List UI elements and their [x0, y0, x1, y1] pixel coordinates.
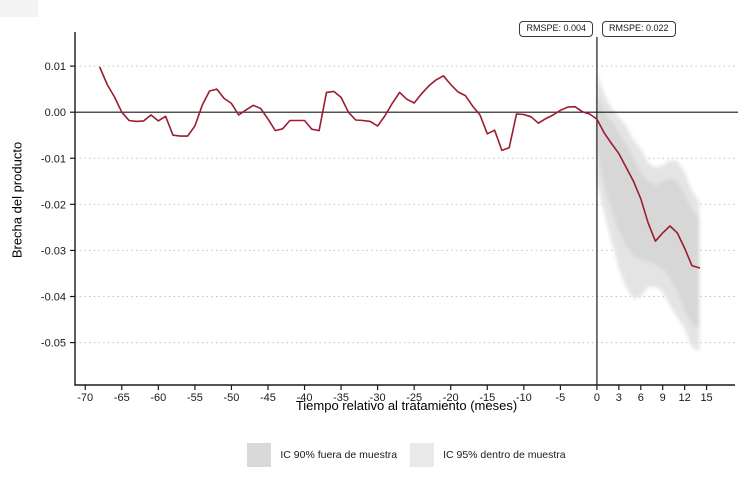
rmspe-post-treatment-badge: RMSPE: 0.022: [602, 21, 676, 37]
screenshot-corner-artifact: [0, 0, 38, 17]
legend-item-ic95: IC 95% dentro de muestra: [410, 443, 566, 467]
x-tick-label: -20: [443, 392, 459, 404]
x-tick-label: 6: [638, 392, 644, 404]
x-tick-label: 12: [679, 392, 691, 404]
y-tick-label: -0.04: [41, 292, 66, 304]
y-tick-label: -0.03: [41, 245, 66, 257]
legend-label-ic95: IC 95% dentro de muestra: [443, 449, 566, 461]
ic90-swatch: [247, 443, 272, 467]
y-tick-label: 0.01: [45, 61, 66, 73]
x-tick-label: -10: [516, 392, 532, 404]
x-tick-label: -65: [114, 392, 130, 404]
y-tick-label: 0.00: [45, 107, 66, 119]
x-tick-label: -50: [223, 392, 239, 404]
x-tick-label: -60: [150, 392, 166, 404]
x-axis-title: Tiempo relativo al tratamiento (meses): [295, 398, 518, 413]
x-tick-label: 15: [700, 392, 712, 404]
x-tick-label: -25: [406, 392, 422, 404]
y-axis-title: Brecha del producto: [9, 141, 25, 259]
series-line: [99, 66, 701, 269]
x-tick-label: -30: [370, 392, 386, 404]
x-tick-label: 3: [616, 392, 622, 404]
ci-band-90: [596, 93, 700, 329]
legend: IC 90% fuera de muestra IC 95% dentro de…: [75, 443, 738, 467]
x-tick-label: -40: [297, 392, 313, 404]
x-tick-label: -55: [187, 392, 203, 404]
x-tick-label: -15: [479, 392, 495, 404]
x-tick-label: -70: [77, 392, 93, 404]
rmspe-pre-treatment-badge: RMSPE: 0.004: [519, 21, 593, 37]
confidence-bands: [596, 73, 700, 352]
ic95-swatch: [410, 443, 435, 467]
y-tick-label: -0.02: [41, 199, 66, 211]
y-tick-label: -0.05: [41, 338, 66, 350]
x-tick-label: 0: [594, 392, 600, 404]
x-tick-label: -35: [333, 392, 349, 404]
x-tick-label: 9: [660, 392, 666, 404]
x-tick-label: -45: [260, 392, 276, 404]
y-tick-label: -0.01: [41, 153, 66, 165]
x-tick-label: -5: [555, 392, 565, 404]
legend-item-ic90: IC 90% fuera de muestra: [247, 443, 397, 467]
legend-label-ic90: IC 90% fuera de muestra: [280, 449, 398, 461]
